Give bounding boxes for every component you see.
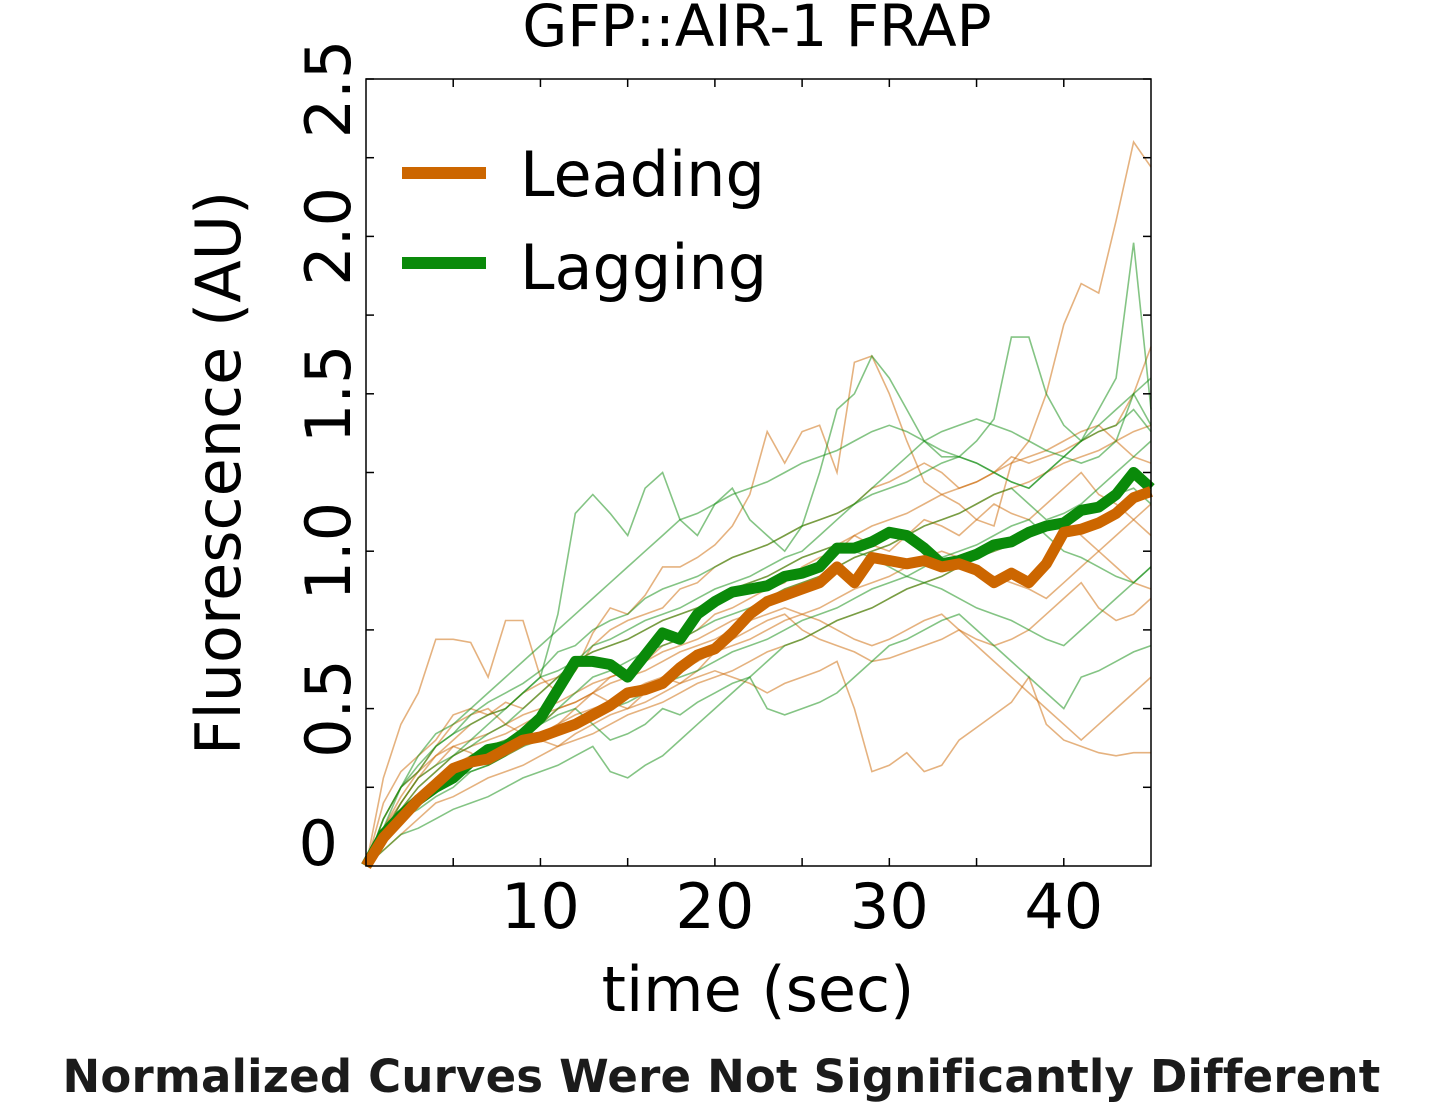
y-tick-label: 2.0 <box>292 187 365 286</box>
x-axis-label: time (sec) <box>602 953 915 1026</box>
y-tick-label: 1.5 <box>292 344 365 443</box>
trace-lagging-9 <box>365 544 1152 867</box>
trace-lagging-6 <box>365 613 1152 867</box>
caption: Normalized Curves Were Not Significantly… <box>62 1050 1381 1103</box>
x-tick-label: 40 <box>1024 870 1103 943</box>
x-tick-label: 10 <box>501 870 580 943</box>
axis-ticks: 10 20 30 40 0 0.5 1.0 1.5 2.0 2.5 <box>292 40 1151 943</box>
trace-leading-1 <box>365 140 1152 867</box>
y-axis-label: Fluorescence (AU) <box>182 191 255 755</box>
frap-chart: GFP::AIR-1 FRAP 10 20 30 40 0 0.5 1.0 1.5 2.0 2.5… <box>182 0 1155 1026</box>
trace-lagging-8 <box>365 392 1152 867</box>
y-tick-label: 0.5 <box>292 659 365 758</box>
chart-title: GFP::AIR-1 FRAP <box>522 0 991 60</box>
mean-line-leading <box>361 486 1153 869</box>
trace-leading-10 <box>365 607 1152 867</box>
x-tick-label: 20 <box>675 870 754 943</box>
trace-lagging-4 <box>365 440 1152 867</box>
mean-line-lagging <box>361 467 1155 869</box>
y-tick-label: 2.5 <box>292 40 365 139</box>
trace-lagging-7 <box>365 487 1152 867</box>
y-tick-label: 1.0 <box>292 502 365 601</box>
legend-label-leading: Leading <box>520 138 765 211</box>
mean-curves <box>361 467 1155 869</box>
x-tick-label: 30 <box>850 870 929 943</box>
trace-leading-6 <box>365 503 1152 867</box>
trace-lagging-3 <box>365 377 1152 867</box>
trace-leading-4 <box>365 424 1152 867</box>
trace-leading-7 <box>365 581 1152 867</box>
legend: Leading Lagging <box>402 138 767 304</box>
legend-label-lagging: Lagging <box>520 231 767 304</box>
trace-leading-3 <box>365 424 1152 867</box>
trace-lagging-1 <box>365 242 1152 867</box>
y-tick-label: 0 <box>299 807 338 880</box>
